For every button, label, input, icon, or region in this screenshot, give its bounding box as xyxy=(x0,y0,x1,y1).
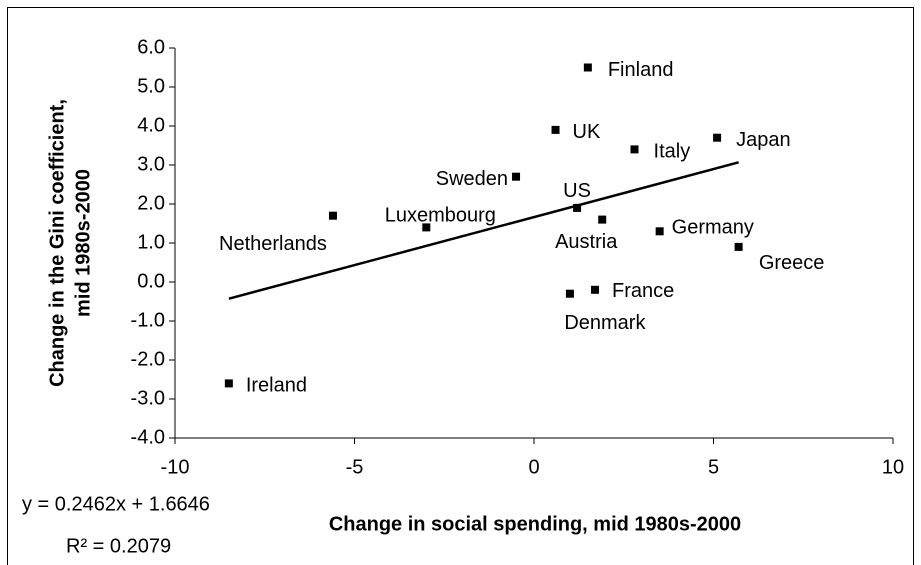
point xyxy=(422,223,431,232)
point-label: UK xyxy=(573,121,601,143)
x-tick-label: 10 xyxy=(882,456,904,478)
y-tick-label: -4.0 xyxy=(131,426,165,448)
y-tick-label: 3.0 xyxy=(137,153,165,175)
point xyxy=(512,172,521,181)
point xyxy=(734,242,743,251)
point xyxy=(630,145,639,154)
point-label: US xyxy=(563,180,591,202)
y-tick-label: 2.0 xyxy=(137,192,165,214)
x-tick-label: -5 xyxy=(346,456,364,478)
trendline xyxy=(228,161,739,300)
point xyxy=(583,63,592,72)
point-label: Finland xyxy=(608,59,674,81)
y-tick-label: -2.0 xyxy=(131,348,165,370)
point xyxy=(598,215,607,224)
y-tick-label: 6.0 xyxy=(137,36,165,58)
point xyxy=(591,285,600,294)
y-tick-label: -1.0 xyxy=(131,309,165,331)
point-label: Greece xyxy=(759,252,825,274)
point-label: Italy xyxy=(654,141,691,163)
point xyxy=(713,133,722,142)
point xyxy=(565,289,574,298)
point-label: Denmark xyxy=(564,312,646,334)
x-tick-label: 0 xyxy=(528,456,539,478)
x-tick-label: -10 xyxy=(161,456,190,478)
point-label: Austria xyxy=(555,231,618,253)
chart-border xyxy=(7,7,914,565)
point xyxy=(551,125,560,134)
y-tick-label: 0.0 xyxy=(137,270,165,292)
point xyxy=(655,227,664,236)
y-tick-label: 4.0 xyxy=(137,114,165,136)
x-tick-label: 5 xyxy=(708,456,719,478)
point xyxy=(328,211,337,220)
r-squared: R² = 0.2079 xyxy=(66,535,171,557)
point-label: France xyxy=(612,280,674,302)
trendline-equation: y = 0.2462x + 1.6646 xyxy=(22,493,210,515)
y-tick-label: 5.0 xyxy=(137,75,165,97)
y-tick-label: -3.0 xyxy=(131,387,165,409)
x-axis-title: Change in social spending, mid 1980s-200… xyxy=(329,513,741,535)
y-axis-title: mid 1980s-2000 xyxy=(72,169,94,317)
point-label: Ireland xyxy=(246,375,307,397)
point-label: Germany xyxy=(672,217,754,239)
y-tick-label: 1.0 xyxy=(137,231,165,253)
point-label: Sweden xyxy=(436,168,508,190)
point-label: Netherlands xyxy=(219,233,327,255)
point-label: Japan xyxy=(736,129,791,151)
point xyxy=(224,379,233,388)
y-axis-title: Change in the Gini coefficient, xyxy=(46,99,68,387)
point xyxy=(573,203,582,212)
point-label: Luxembourg xyxy=(385,205,496,227)
